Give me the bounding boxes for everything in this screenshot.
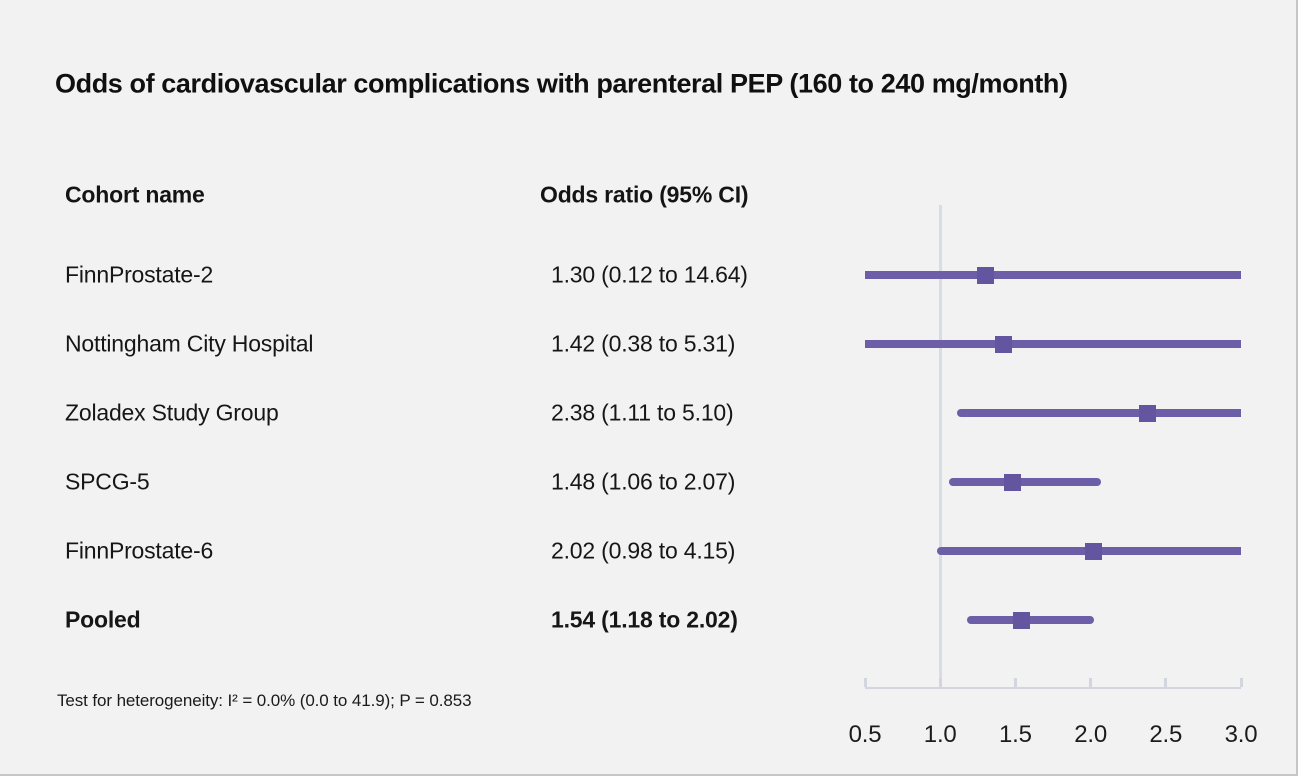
figure-title: Odds of cardiovascular complications wit…: [55, 68, 1068, 99]
point-estimate-marker: [1003, 473, 1021, 491]
confidence-interval-line: [956, 409, 1241, 417]
axis-tick: [1164, 678, 1168, 687]
point-estimate-marker: [1012, 611, 1030, 629]
cohort-label: FinnProstate-6: [65, 537, 214, 564]
cohort-label: Pooled: [65, 606, 141, 633]
heterogeneity-footnote: Test for heterogeneity: I² = 0.0% (0.0 t…: [57, 691, 472, 710]
odds-ratio-value: 2.02 (0.98 to 4.15): [551, 537, 736, 564]
odds-ratio-value: 1.30 (0.12 to 14.64): [551, 261, 748, 288]
x-axis-line: [865, 687, 1241, 689]
odds-ratio-value: 2.38 (1.11 to 5.10): [551, 399, 734, 426]
axis-tick: [1089, 678, 1093, 687]
odds-ratio-value: 1.42 (0.38 to 5.31): [551, 330, 736, 357]
odds-ratio-value: 1.54 (1.18 to 2.02): [551, 606, 738, 633]
axis-tick-label: 1.5: [999, 721, 1032, 748]
confidence-interval-line: [967, 616, 1094, 624]
point-estimate-marker: [994, 335, 1012, 353]
axis-tick-label: 2.5: [1149, 721, 1183, 748]
column-header-odds-ratio: Odds ratio (95% CI): [540, 181, 749, 208]
cohort-label: SPCG-5: [65, 468, 150, 495]
odds-ratio-value: 1.48 (1.06 to 2.07): [551, 468, 736, 495]
column-header-cohort: Cohort name: [65, 181, 205, 208]
axis-tick-label: 1.0: [923, 721, 957, 748]
axis-tick: [938, 678, 942, 687]
point-estimate-marker: [976, 266, 994, 284]
axis-tick: [1239, 678, 1243, 687]
confidence-interval-line: [949, 478, 1102, 486]
cohort-label: FinnProstate-2: [65, 261, 214, 288]
cohort-label: Nottingham City Hospital: [65, 330, 314, 357]
axis-tick: [863, 678, 867, 687]
axis-tick-label: 3.0: [1224, 721, 1258, 748]
reference-line: [938, 205, 942, 687]
axis-tick-label: 0.5: [848, 721, 882, 748]
confidence-interval-line: [865, 271, 1241, 279]
confidence-interval-line: [865, 340, 1241, 348]
axis-tick-label: 2.0: [1074, 721, 1107, 748]
cohort-label: Zoladex Study Group: [65, 399, 279, 426]
axis-tick: [1013, 678, 1017, 687]
point-estimate-marker: [1139, 404, 1157, 422]
point-estimate-marker: [1085, 542, 1103, 560]
